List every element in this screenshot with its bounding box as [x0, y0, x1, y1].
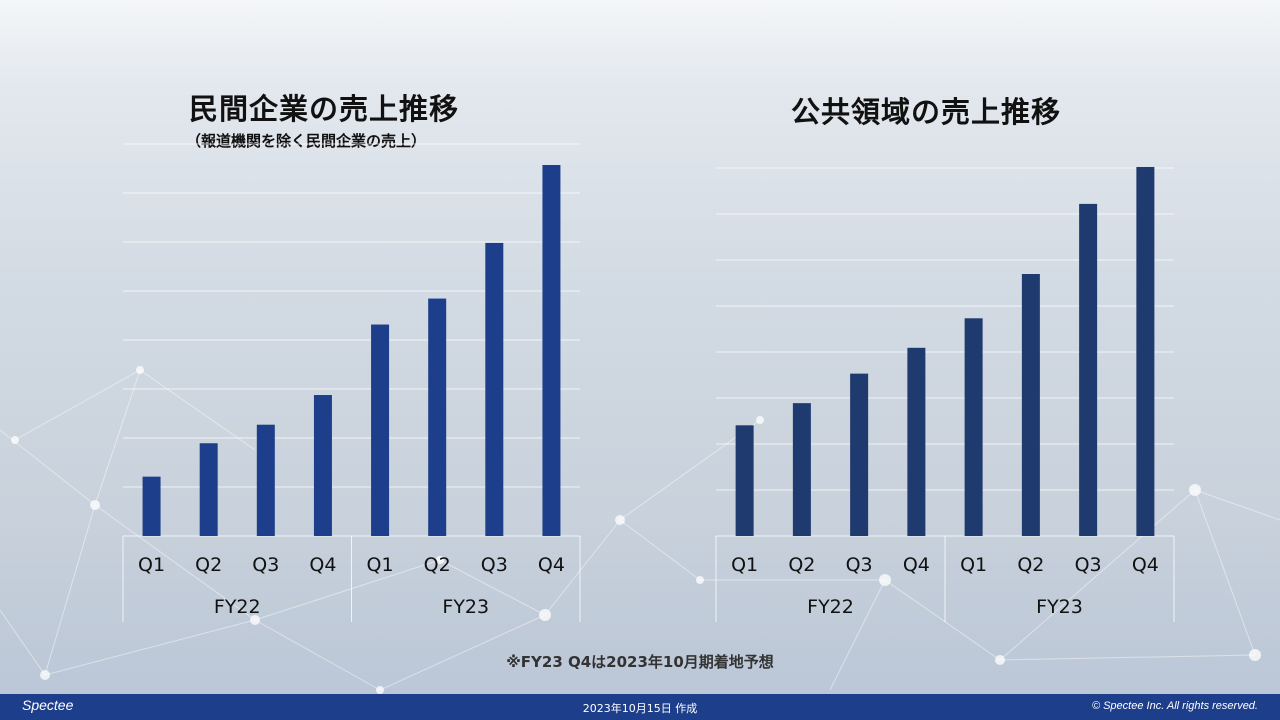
left-chart-tick-label: Q2 [195, 554, 222, 576]
left-chart-bar [542, 165, 561, 536]
right-chart-tick-label: Q4 [903, 554, 930, 576]
right-chart-bar [907, 347, 926, 536]
right-chart-title: 公共領域の売上推移 [791, 95, 1062, 129]
left-chart-group-label: FY22 [214, 596, 261, 618]
left-chart-bar [142, 476, 161, 536]
right-chart-tick-label: Q1 [731, 554, 758, 576]
right-chart-tick-label: Q2 [788, 554, 815, 576]
left-chart-tick-label: Q3 [252, 554, 279, 576]
left-chart-title: 民間企業の売上推移 [189, 92, 460, 126]
left-chart-tick-label: Q3 [481, 554, 508, 576]
left-chart-bar [256, 424, 275, 536]
left-chart-tick-label: Q1 [367, 554, 394, 576]
right-bar-chart: Q1 Q2 Q3 Q4 Q1 Q2 Q3 Q4 FY22 FY23 [731, 167, 1159, 618]
footer-bar: Spectee 2023年10月15日 作成 © Spectee Inc. Al… [0, 694, 1280, 720]
right-chart-bar [1021, 274, 1040, 536]
left-chart-subtitle: （報道機関を除く民間企業の売上） [186, 132, 427, 150]
right-chart-bar [1079, 203, 1098, 536]
creation-date: 2023年10月15日 作成 [582, 702, 698, 715]
left-chart-bar [485, 242, 504, 536]
left-bar-chart: Q1 Q2 Q3 Q4 Q1 Q2 Q3 Q4 FY22 FY23 [138, 165, 565, 618]
right-chart-tick-label: Q1 [960, 554, 987, 576]
right-chart-group-label: FY22 [807, 596, 854, 618]
left-chart-tick-label: Q1 [138, 554, 165, 576]
forecast-note: ※FY23 Q4は2023年10月期着地予想 [506, 653, 774, 671]
left-chart-bar [313, 395, 332, 536]
copyright-text: © Spectee Inc. All rights reserved. [1091, 700, 1258, 712]
right-chart-bar [850, 373, 869, 536]
right-chart-tick-label: Q3 [846, 554, 873, 576]
right-chart-tick-label: Q4 [1132, 554, 1159, 576]
right-chart-group-label: FY23 [1036, 596, 1083, 618]
left-chart-tick-label: Q2 [424, 554, 451, 576]
left-chart-tick-label: Q4 [309, 554, 336, 576]
right-chart-bar [964, 318, 983, 536]
left-chart-bar [371, 324, 390, 536]
left-chart-bar [199, 443, 218, 536]
spectee-logo: Spectee [22, 697, 74, 713]
right-chart-bar [792, 403, 811, 536]
right-chart-bar [1136, 167, 1155, 536]
left-chart-group-label: FY23 [442, 596, 489, 618]
right-chart-tick-label: Q2 [1017, 554, 1044, 576]
left-chart-tick-label: Q4 [538, 554, 565, 576]
left-chart-bar [428, 298, 447, 536]
right-chart-tick-label: Q3 [1075, 554, 1102, 576]
right-chart-bar [735, 425, 754, 536]
